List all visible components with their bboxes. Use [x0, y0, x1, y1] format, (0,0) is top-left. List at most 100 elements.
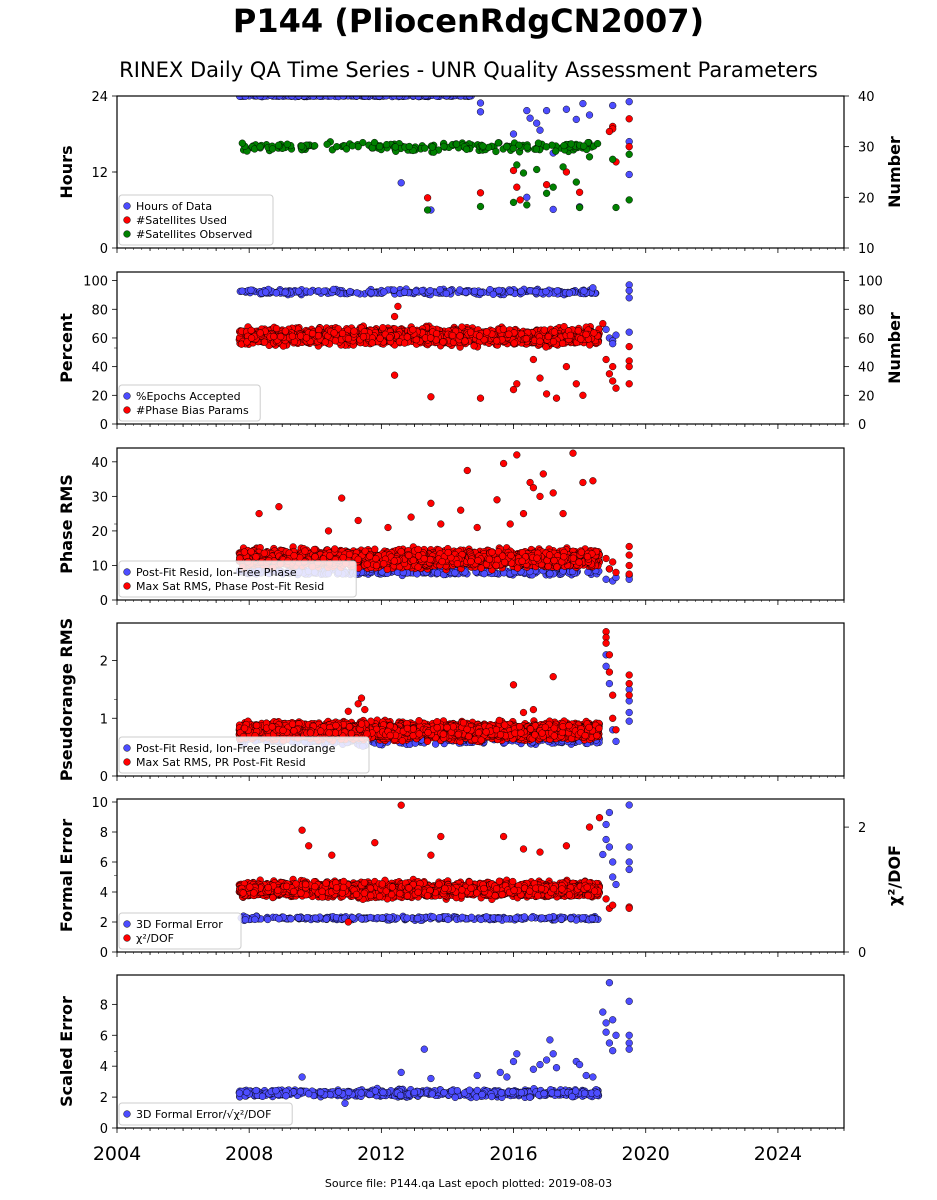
series-epochs-accepted-point — [612, 331, 620, 339]
series-phase-bias-params-point — [536, 374, 544, 382]
y-tick-label: 12 — [91, 166, 108, 181]
series-phase-bias-params-point — [562, 362, 571, 371]
legend-box — [118, 194, 274, 246]
series-satellites-observed-point — [256, 143, 264, 151]
series-hours-of-data-point — [288, 96, 296, 100]
series-hours-of-data-point — [523, 193, 531, 201]
series-satellites-observed-point — [542, 143, 551, 151]
series-hours-of-data-point — [509, 130, 518, 138]
legend-marker — [123, 216, 131, 224]
series-phase-bias-params-point — [529, 355, 538, 364]
legend: Hours of Data#Satellites Used#Satellites… — [118, 194, 274, 246]
series-phase-bias-params-point — [432, 330, 441, 338]
panel-2: 020406080100Percent020406080100Number%Ep… — [57, 271, 904, 433]
series-satellites-observed-point — [283, 140, 291, 148]
legend-label: #Satellites Observed — [136, 228, 252, 241]
series-epochs-accepted-point — [436, 286, 444, 294]
series-phase-bias-params-point — [308, 329, 317, 338]
series-satellites-observed-point — [342, 145, 351, 153]
series-hours-of-data-point — [267, 96, 275, 100]
y2-tick-label: 40 — [858, 90, 875, 105]
series-epochs-accepted-point — [517, 287, 525, 295]
y2-axis-label: Number — [885, 312, 904, 384]
series-satellites-observed-point — [375, 142, 384, 151]
y2-tick-label: 40 — [858, 361, 875, 376]
series-epochs-accepted-point — [470, 287, 479, 295]
series-hours-of-data-point — [562, 105, 571, 113]
series-epochs-accepted-point — [442, 289, 450, 298]
series-phase-bias-params-point — [403, 333, 411, 341]
series-phase-bias-params-point — [400, 339, 409, 347]
series-phase-bias-params-point — [476, 394, 485, 402]
y-tick-label: 20 — [91, 389, 108, 404]
series-hours-of-data-point — [549, 205, 557, 214]
series-phase-bias-params-point — [409, 326, 417, 334]
series-hours-of-data-point — [523, 106, 531, 115]
series-satellites-observed-point — [552, 147, 560, 155]
series-hours-of-data-point — [390, 96, 398, 100]
y-tick-label: 0 — [100, 242, 108, 257]
series-phase-bias-params-point — [350, 327, 358, 335]
data-points — [236, 96, 633, 214]
series-satellites-observed-point — [509, 198, 518, 207]
y2-tick-label: 30 — [858, 141, 875, 156]
series-hours-of-data-point — [397, 179, 405, 187]
y2-tick-label: 20 — [858, 191, 875, 206]
series-phase-bias-params-point — [331, 337, 340, 345]
series-epochs-accepted-point — [532, 287, 540, 296]
y2-tick-label: 80 — [858, 303, 875, 318]
series-satellites-observed-point — [476, 202, 485, 211]
series-satellites-used-point — [562, 168, 571, 176]
series-satellites-observed-point — [462, 145, 471, 153]
series-satellites-observed-point — [479, 142, 487, 150]
series-epochs-accepted-point — [346, 287, 354, 296]
series-hours-of-data-point — [625, 170, 633, 179]
series-hours-of-data-point — [442, 96, 451, 100]
series-satellites-observed-point — [509, 144, 517, 153]
series-satellites-observed-point — [452, 140, 461, 148]
series-epochs-accepted-point — [281, 288, 289, 296]
series-phase-bias-params-point — [505, 330, 513, 338]
series-hours-of-data-point — [609, 101, 617, 110]
legend-box — [118, 384, 261, 422]
series-epochs-accepted-point — [306, 288, 315, 296]
series-phase-bias-params-point — [344, 335, 353, 343]
series-phase-bias-params-point — [625, 362, 633, 371]
series-phase-bias-params-point — [493, 337, 501, 345]
series-epochs-accepted-point — [553, 287, 561, 295]
series-phase-bias-params-point — [247, 326, 255, 335]
series-epochs-accepted-point — [565, 289, 574, 297]
series-epochs-accepted-point — [320, 287, 328, 295]
y2-tick-label: 20 — [858, 389, 875, 404]
series-epochs-accepted-point — [589, 284, 597, 292]
series-phase-bias-params-point — [509, 385, 518, 394]
series-satellites-used-point — [575, 188, 584, 196]
series-phase-bias-params-point — [302, 334, 311, 342]
y-tick-label: 40 — [91, 361, 108, 376]
series-phase-bias-params-point — [590, 329, 598, 337]
series-satellites-observed-point — [391, 143, 400, 151]
series-epochs-accepted-point — [295, 287, 303, 295]
series-phase-bias-params-point — [379, 324, 387, 332]
series-satellites-used-point — [625, 115, 633, 123]
series-phase-bias-params-point — [510, 339, 518, 347]
series-phase-bias-params-point — [560, 322, 568, 331]
series-epochs-accepted-point — [262, 288, 270, 296]
series-satellites-observed-point — [348, 142, 357, 150]
series-satellites-observed-point — [370, 138, 379, 147]
series-phase-bias-params-point — [602, 355, 610, 364]
series-epochs-accepted-point — [400, 288, 409, 296]
chart-title: P144 (PliocenRdgCN2007) — [232, 2, 705, 40]
series-phase-bias-params-point — [605, 370, 614, 378]
series-phase-bias-params-point — [558, 339, 567, 348]
series-satellites-observed-point — [625, 196, 633, 204]
series-phase-bias-params-point — [599, 319, 607, 328]
series-epochs-accepted-point — [542, 287, 550, 296]
series-satellites-observed-point — [440, 142, 448, 151]
legend-marker — [123, 202, 131, 210]
series-phase-bias-params-point — [609, 377, 617, 385]
series-hours-of-data-point — [625, 98, 633, 106]
series-satellites-observed-point — [575, 203, 584, 212]
series-satellites-observed-point — [567, 140, 575, 148]
series-epochs-accepted-point — [625, 328, 633, 336]
